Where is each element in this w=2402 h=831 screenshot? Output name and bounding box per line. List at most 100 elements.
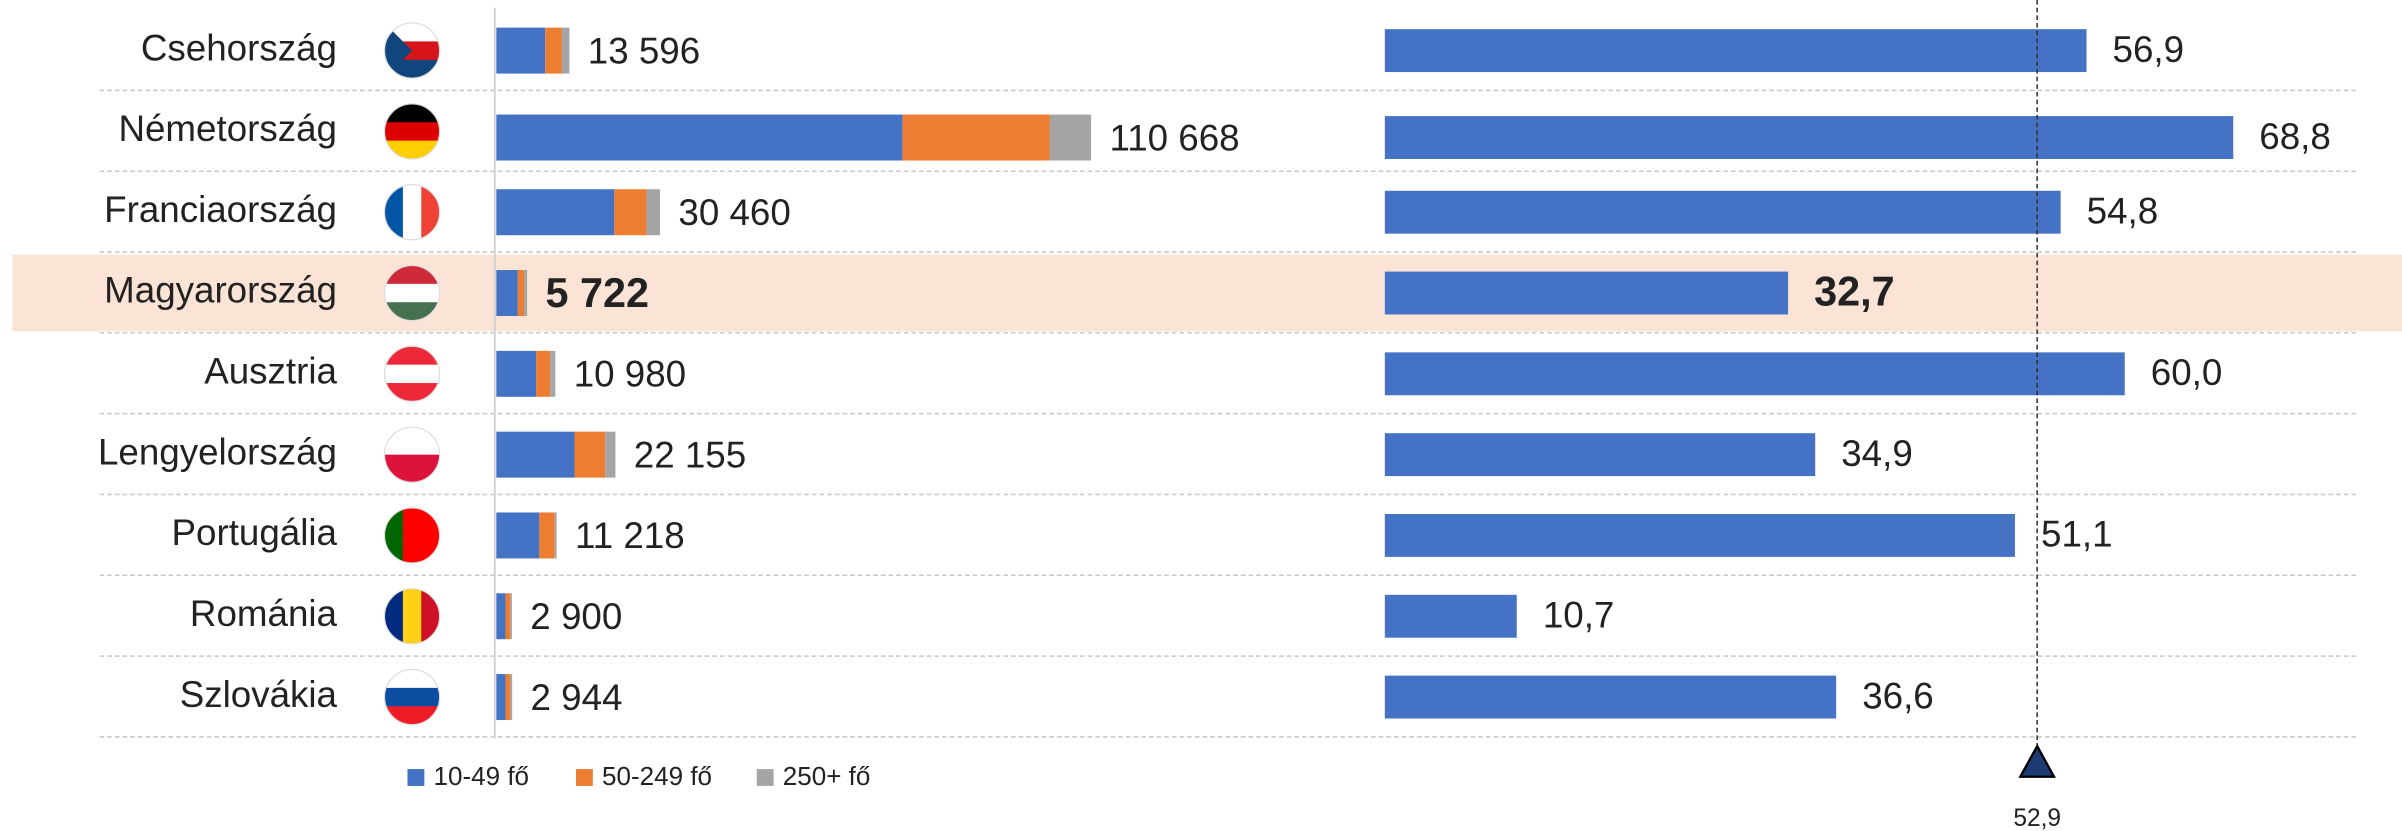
- category-label: Szlovákia: [180, 674, 338, 715]
- value-label: 34,9: [1841, 433, 1913, 474]
- flag-stripe: [402, 184, 423, 240]
- flag-stripe: [384, 140, 440, 159]
- flag-rim: [383, 264, 441, 322]
- flag-rim: [383, 184, 441, 241]
- legend-swatch: [756, 769, 774, 786]
- flag-stripe: [384, 383, 440, 402]
- flag-rim: [383, 507, 441, 564]
- legend-swatch: [575, 769, 593, 786]
- flag-stripe: [384, 507, 404, 564]
- stacked-bar-segment: [524, 270, 528, 317]
- legend-label: 250+ fő: [783, 761, 871, 791]
- reference-marker: [2018, 743, 2056, 778]
- value-label: 32,7: [1814, 268, 1895, 314]
- value-label: 60,0: [2151, 352, 2223, 393]
- category-label: Németország: [118, 108, 337, 149]
- value-label: 56,9: [2113, 29, 2185, 70]
- value-label: 54,8: [2087, 190, 2159, 231]
- flag-stripe: [384, 346, 440, 366]
- stacked-bar-segment: [614, 189, 647, 236]
- stacked-bar-segment: [545, 27, 562, 74]
- total-label: 11 218: [575, 515, 685, 556]
- stacked-bar-segment: [496, 114, 903, 161]
- stacked-bar-segment: [550, 350, 556, 397]
- stacked-bar-segment: [505, 674, 511, 721]
- reference-label: 52,9: [2013, 805, 2061, 831]
- stacked-bar-segment: [496, 350, 537, 397]
- flag-stripe: [384, 669, 440, 689]
- stacked-bar-segment: [536, 350, 551, 397]
- total-label: 13 596: [588, 30, 700, 71]
- flag-stripe: [384, 427, 440, 456]
- bar: [1384, 190, 2061, 234]
- value-label: 36,6: [1862, 675, 1934, 716]
- total-label: 22 155: [634, 434, 746, 475]
- stacked-bar-segment: [505, 593, 511, 640]
- flag-stripe: [402, 507, 423, 564]
- flag-stripe: [384, 364, 440, 384]
- bar: [1384, 433, 1816, 477]
- bar: [1384, 352, 2125, 396]
- stacked-bar-segment: [554, 512, 557, 559]
- flag-stripe: [421, 507, 440, 564]
- highlight-band: [12, 254, 2402, 332]
- flag-stripe: [402, 588, 423, 644]
- flag-stripe: [384, 687, 440, 708]
- stacked-bar-segment: [646, 189, 661, 236]
- stacked-bar-segment: [496, 512, 540, 559]
- stacked-bar-segment: [496, 431, 575, 478]
- total-label: 10 980: [574, 354, 686, 395]
- total-label: 30 460: [678, 192, 790, 233]
- flag-rim: [383, 668, 441, 726]
- bar: [1384, 271, 1789, 315]
- bar: [1384, 29, 2087, 73]
- flag-stripe: [384, 23, 413, 79]
- flag-rim: [383, 103, 441, 160]
- stacked-bar-segment: [1049, 114, 1092, 161]
- flag-stripe: [384, 122, 440, 142]
- category-label: Románia: [190, 593, 338, 634]
- flag-stripe: [384, 283, 440, 303]
- stacked-bar-segment: [902, 114, 1050, 161]
- stacked-bar-segment: [496, 189, 615, 236]
- flag-rim: [383, 345, 441, 403]
- flag-rim: [383, 426, 441, 483]
- flag-stripe: [421, 184, 440, 240]
- flag-stripe: [384, 265, 440, 285]
- bar: [1384, 594, 1517, 638]
- total-label: 2 944: [531, 677, 623, 718]
- value-label: 68,8: [2259, 116, 2331, 157]
- flag-stripe: [384, 588, 404, 644]
- stacked-bar-segment: [605, 431, 616, 478]
- stacked-bar-segment: [496, 27, 546, 74]
- stacked-bar-segment: [517, 270, 525, 317]
- stacked-bar-segment: [574, 431, 606, 478]
- value-label: 10,7: [1543, 594, 1615, 635]
- flag-stripe: [384, 184, 404, 240]
- stacked-bar-segment: [561, 27, 570, 74]
- bar: [1384, 675, 1837, 719]
- legend-label: 50-249 fő: [602, 761, 712, 791]
- total-label: 110 668: [1109, 117, 1239, 158]
- stacked-bar-segment: [539, 512, 555, 559]
- flag-rim: [383, 588, 441, 645]
- category-label: Csehország: [141, 27, 337, 68]
- flag-stripe: [384, 103, 440, 123]
- category-label: Portugália: [172, 512, 338, 553]
- flag-stripe: [421, 588, 440, 644]
- flag-rim: [383, 22, 441, 79]
- category-label: Lengyelország: [98, 431, 337, 472]
- legend-swatch: [407, 769, 425, 786]
- legend-label: 10-49 fő: [434, 761, 530, 791]
- category-label: Ausztria: [204, 351, 337, 392]
- bar: [1384, 514, 2015, 557]
- value-label: 51,1: [2041, 514, 2113, 555]
- bar: [1384, 116, 2234, 159]
- stacked-bar-segment: [510, 593, 512, 640]
- stacked-bar-segment: [510, 674, 513, 721]
- stacked-bar-segment: [496, 593, 506, 640]
- flag-stripe: [384, 302, 440, 321]
- category-label: Franciaország: [104, 189, 337, 230]
- stacked-bar-segment: [496, 270, 518, 317]
